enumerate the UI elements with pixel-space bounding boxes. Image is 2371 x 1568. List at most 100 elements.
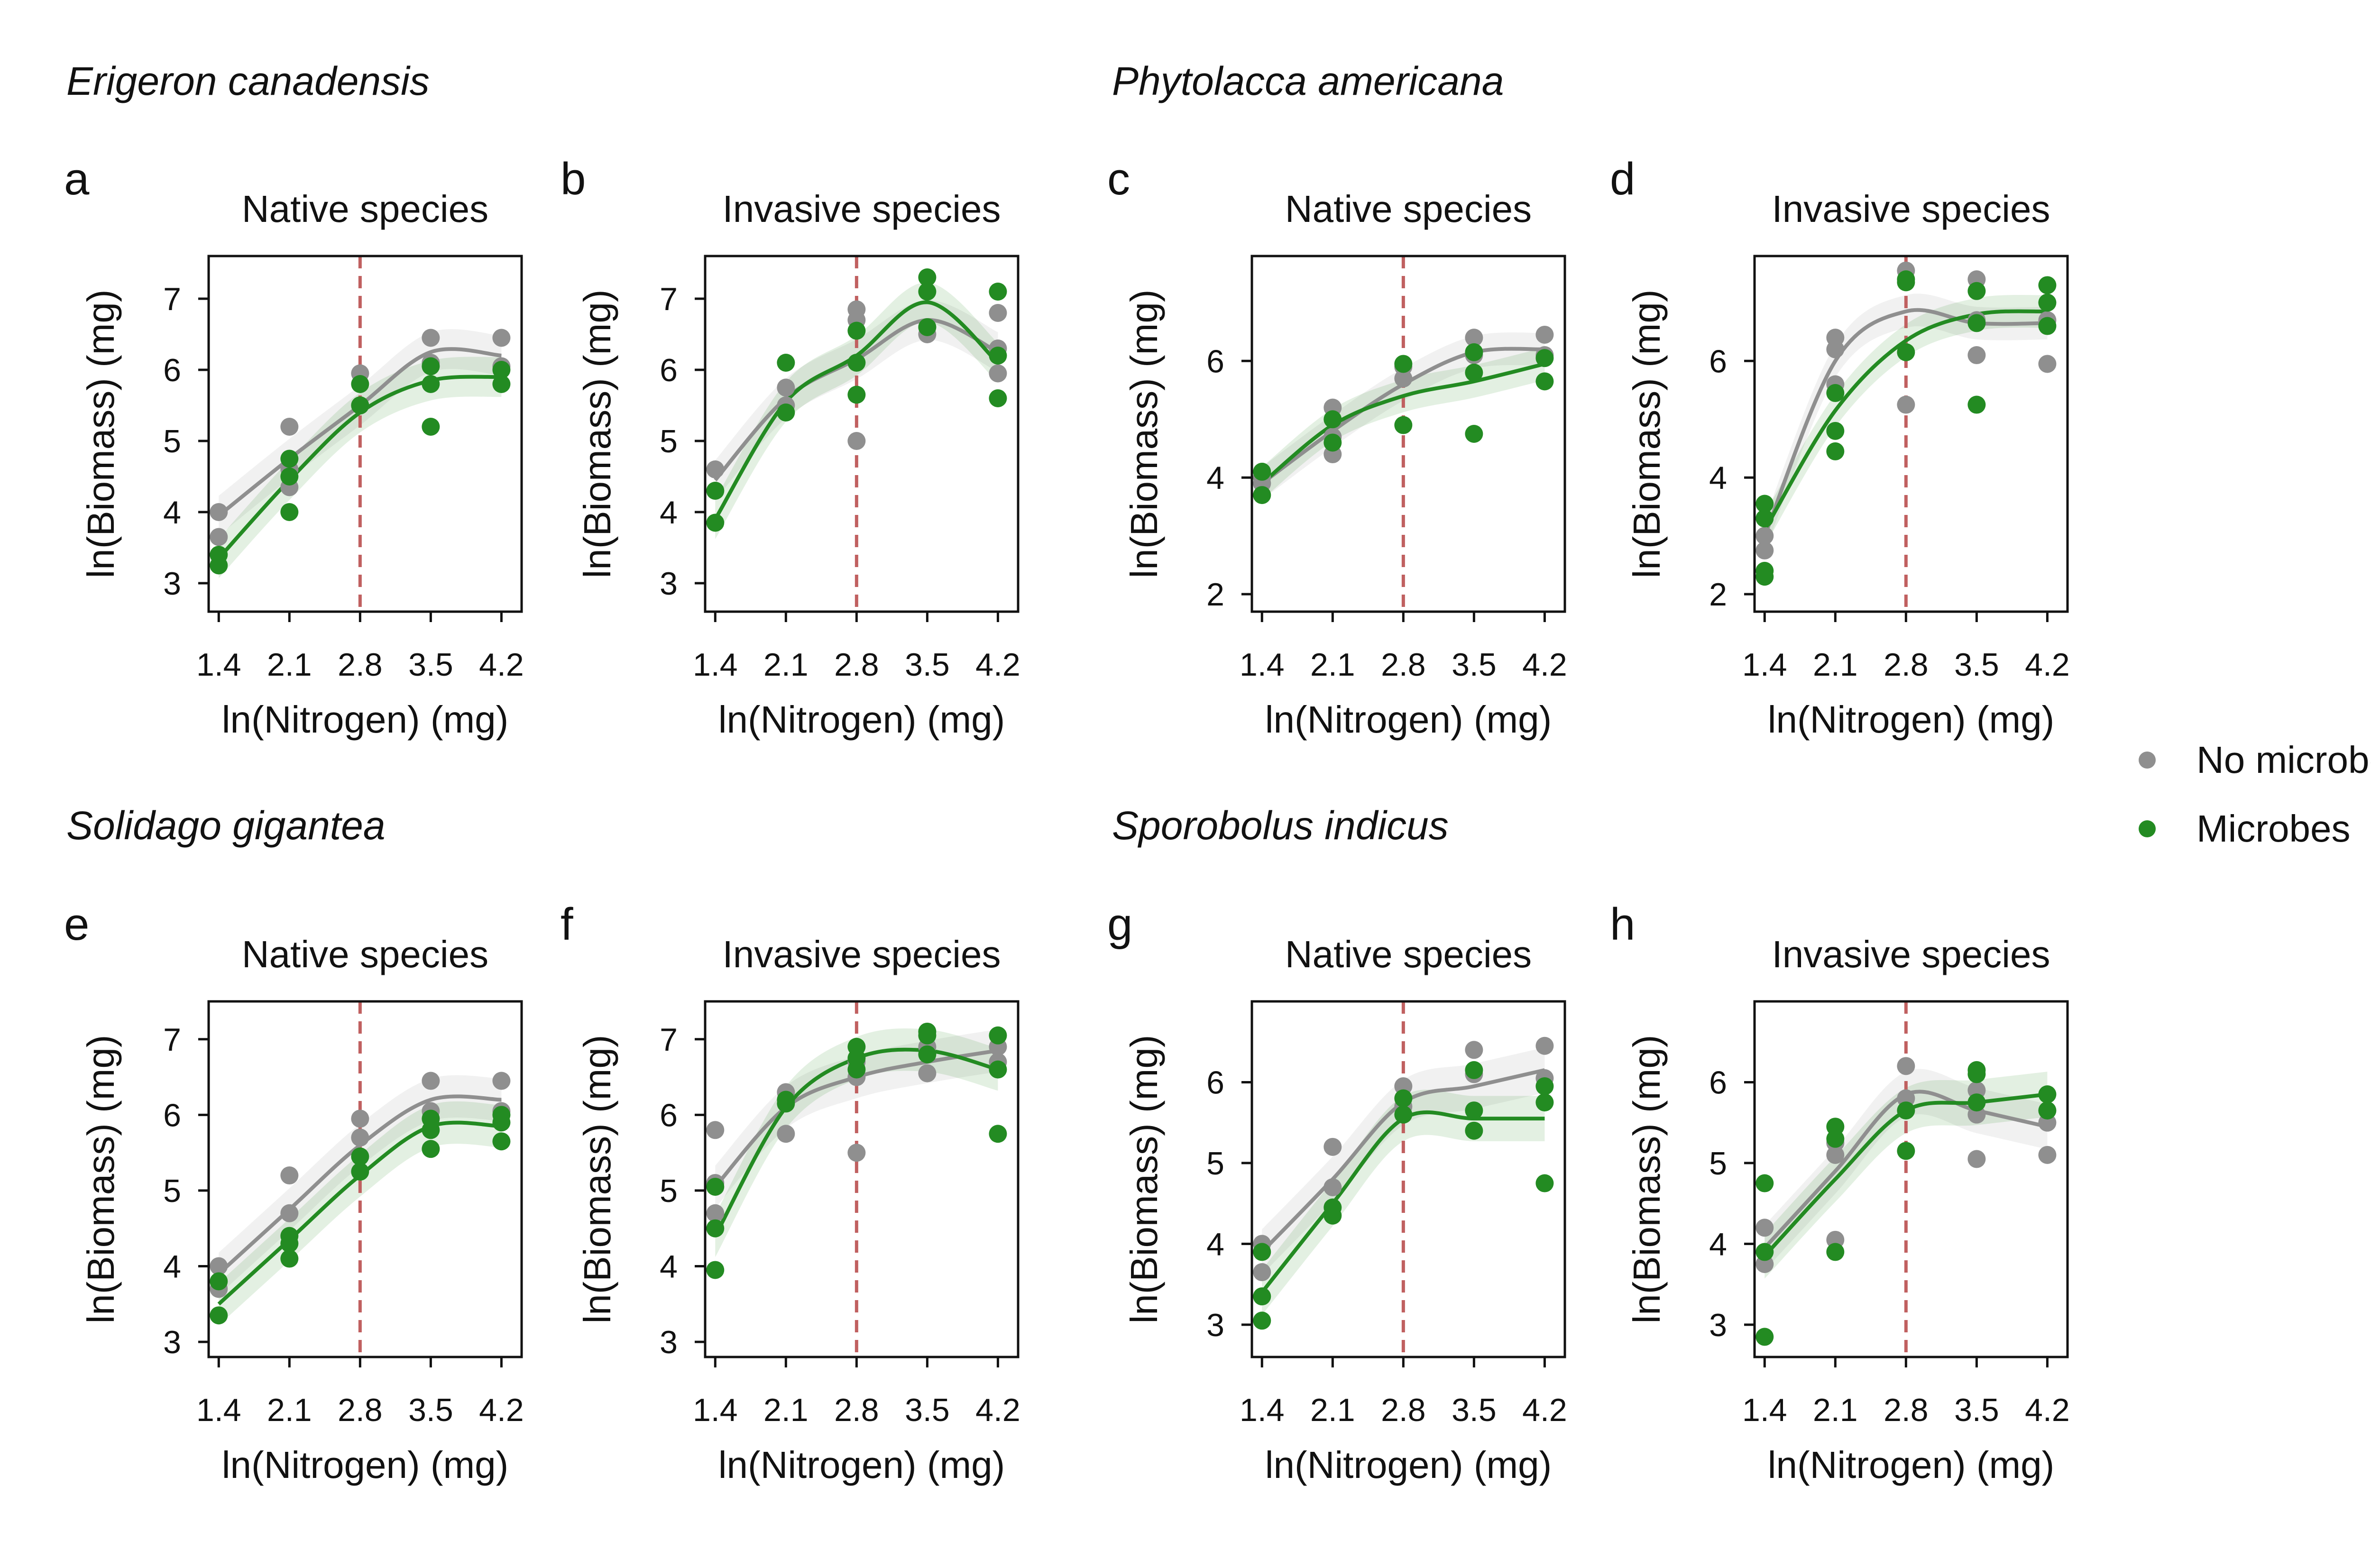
data-point-no-microbes-d-0 bbox=[1755, 527, 1774, 545]
data-point-microbes-f-4 bbox=[777, 1094, 795, 1113]
plot-frame-f bbox=[704, 1000, 1020, 1358]
legend-marker-no-microbes bbox=[2139, 751, 2156, 769]
y-tick-label-g-1: 4 bbox=[1206, 1226, 1224, 1262]
data-point-microbes-e-4 bbox=[280, 1249, 299, 1268]
x-tick-label-e-0: 1.4 bbox=[196, 1392, 241, 1428]
data-point-microbes-d-14 bbox=[2038, 293, 2057, 312]
plot-frame-g bbox=[1250, 1000, 1566, 1358]
data-point-microbes-b-5 bbox=[847, 354, 866, 372]
x-tick-label-b-4: 4.2 bbox=[975, 647, 1020, 683]
y-axis-label-f: ln(Biomass) (mg) bbox=[576, 1035, 618, 1324]
plot-frame-h bbox=[1753, 1000, 2069, 1358]
data-point-microbes-g-4 bbox=[1323, 1206, 1342, 1225]
data-point-no-microbes-g-3 bbox=[1323, 1178, 1342, 1197]
y-tick-label-b-2: 5 bbox=[660, 423, 678, 459]
y-tick-label-h-3: 6 bbox=[1709, 1064, 1727, 1100]
y-tick-label-g-0: 3 bbox=[1206, 1307, 1224, 1343]
panel-letter-h: h bbox=[1610, 899, 1635, 950]
data-point-microbes-c-3 bbox=[1323, 433, 1342, 452]
x-tick-label-h-3: 3.5 bbox=[1954, 1392, 1999, 1428]
trend-line-microbes-c bbox=[1260, 362, 1545, 485]
data-point-no-microbes-c-9 bbox=[1535, 325, 1554, 344]
data-point-no-microbes-e-6 bbox=[422, 1072, 440, 1090]
data-point-no-microbes-c-6 bbox=[1394, 369, 1413, 388]
legend-item-microbes: Microbes bbox=[2139, 794, 2371, 863]
y-tick-label-b-4: 7 bbox=[660, 281, 678, 317]
data-point-no-microbes-a-7 bbox=[422, 329, 440, 347]
y-axis-label-a: ln(Biomass) (mg) bbox=[80, 290, 122, 578]
data-point-microbes-c-8 bbox=[1465, 425, 1483, 443]
data-point-microbes-g-0 bbox=[1253, 1243, 1271, 1261]
data-point-no-microbes-b-11 bbox=[989, 364, 1007, 383]
data-point-microbes-g-1 bbox=[1253, 1287, 1271, 1306]
data-point-microbes-e-5 bbox=[351, 1147, 369, 1166]
panel-b: b Invasive species 1.4 2.1 2.8 3.5 4.2 3 4 5 6 7 ln(… bbox=[561, 154, 1020, 741]
confidence-band-microbes-c bbox=[1262, 348, 1545, 500]
data-point-microbes-f-7 bbox=[847, 1060, 866, 1079]
data-point-microbes-c-9 bbox=[1535, 349, 1554, 367]
legend-label-no-microbes: No microbes bbox=[2196, 738, 2371, 781]
y-tick-label-a-1: 4 bbox=[163, 495, 181, 531]
x-tick-label-f-4: 4.2 bbox=[975, 1392, 1020, 1428]
data-point-microbes-g-12 bbox=[1535, 1174, 1554, 1192]
data-point-no-microbes-h-3 bbox=[1826, 1146, 1845, 1164]
panel-title-d: Invasive species bbox=[1772, 188, 2050, 230]
panel-letter-c: c bbox=[1107, 154, 1130, 204]
y-axis-label-c: ln(Biomass) (mg) bbox=[1123, 290, 1165, 578]
y-tick-label-h-0: 3 bbox=[1709, 1307, 1727, 1343]
data-point-microbes-a-7 bbox=[422, 357, 440, 376]
data-point-microbes-c-6 bbox=[1465, 343, 1483, 361]
data-point-microbes-g-9 bbox=[1465, 1121, 1483, 1140]
x-tick-label-d-1: 2.1 bbox=[1813, 647, 1858, 683]
data-point-microbes-f-2 bbox=[706, 1261, 725, 1279]
trend-line-microbes-d bbox=[1763, 309, 2048, 531]
panel-title-c: Native species bbox=[1285, 188, 1532, 230]
data-point-no-microbes-d-3 bbox=[1826, 340, 1845, 358]
x-tick-label-h-4: 4.2 bbox=[2025, 1392, 2070, 1428]
plot-frame-c bbox=[1250, 255, 1566, 613]
data-point-no-microbes-e-2 bbox=[280, 1166, 299, 1185]
y-tick-label-f-1: 4 bbox=[660, 1249, 678, 1285]
x-axis-label-e: ln(Nitrogen) (mg) bbox=[222, 1444, 509, 1486]
x-tick-label-b-3: 3.5 bbox=[905, 647, 950, 683]
y-tick-label-h-2: 5 bbox=[1709, 1146, 1727, 1182]
y-tick-label-h-1: 4 bbox=[1709, 1226, 1727, 1262]
data-point-microbes-d-15 bbox=[2038, 317, 2057, 335]
data-point-microbes-h-4 bbox=[1826, 1129, 1845, 1148]
x-tick-label-a-1: 2.1 bbox=[267, 647, 312, 683]
x-tick-label-e-3: 3.5 bbox=[408, 1392, 453, 1428]
data-point-microbes-c-4 bbox=[1394, 355, 1413, 373]
data-point-microbes-a-6 bbox=[351, 396, 369, 414]
data-point-microbes-h-10 bbox=[1967, 1093, 1986, 1112]
legend-item-no-microbes: No microbes bbox=[2139, 725, 2371, 794]
data-point-microbes-a-2 bbox=[280, 449, 299, 468]
plot-frame-a bbox=[207, 255, 523, 613]
trend-line-no-microbes-d bbox=[1763, 308, 2048, 537]
trend-line-microbes-f bbox=[713, 1047, 999, 1237]
x-axis-label-d: ln(Nitrogen) (mg) bbox=[1768, 698, 2055, 741]
data-point-no-microbes-f-2 bbox=[706, 1204, 725, 1222]
x-tick-label-f-2: 2.8 bbox=[834, 1392, 879, 1428]
data-point-microbes-a-4 bbox=[280, 503, 299, 521]
data-point-microbes-c-10 bbox=[1535, 372, 1554, 391]
data-point-microbes-b-8 bbox=[918, 283, 937, 301]
legend: No microbes Microbes bbox=[2139, 725, 2371, 863]
y-tick-label-b-1: 4 bbox=[660, 495, 678, 531]
data-point-microbes-a-5 bbox=[351, 375, 369, 393]
data-point-microbes-g-7 bbox=[1465, 1061, 1483, 1079]
data-point-microbes-e-3 bbox=[280, 1234, 299, 1253]
data-point-no-microbes-a-2 bbox=[280, 418, 299, 436]
y-axis-label-h: ln(Biomass) (mg) bbox=[1626, 1035, 1668, 1324]
data-point-no-microbes-e-5 bbox=[351, 1128, 369, 1147]
panel-letter-b: b bbox=[561, 154, 586, 204]
data-point-microbes-f-10 bbox=[918, 1045, 937, 1064]
data-point-no-microbes-g-1 bbox=[1253, 1263, 1271, 1282]
x-tick-label-f-0: 1.4 bbox=[693, 1392, 738, 1428]
x-tick-label-d-0: 1.4 bbox=[1742, 647, 1787, 683]
species-title-sporobolus: Sporobolus indicus bbox=[1112, 803, 1449, 848]
y-tick-label-e-4: 7 bbox=[163, 1022, 181, 1058]
panel-e: e Native species 1.4 2.1 2.8 3.5 4.2 3 4 5 6 7 ln(Ni… bbox=[64, 899, 524, 1486]
data-point-no-microbes-f-7 bbox=[847, 1144, 866, 1162]
data-point-microbes-c-2 bbox=[1323, 410, 1342, 429]
data-point-no-microbes-g-2 bbox=[1323, 1137, 1342, 1156]
